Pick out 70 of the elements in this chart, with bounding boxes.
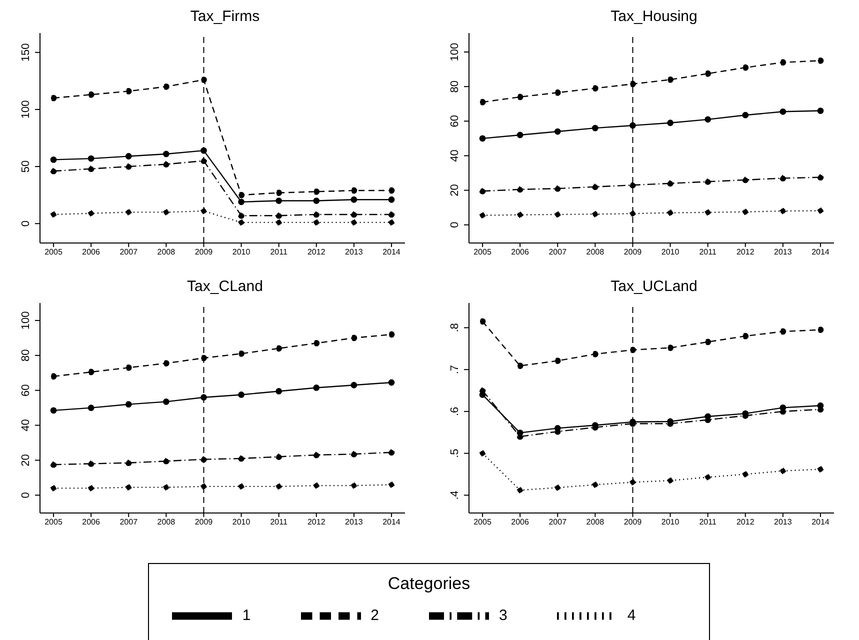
y-tick-label: 0 xyxy=(20,492,32,498)
y-tick-label: 50 xyxy=(20,160,32,173)
legend-label: 2 xyxy=(370,606,379,624)
x-tick-label: 2012 xyxy=(736,518,755,527)
x-tick-label: 2007 xyxy=(548,248,568,257)
y-tick-label: 80 xyxy=(449,80,461,93)
x-tick-label: 2011 xyxy=(699,248,717,257)
x-tick-label: 2014 xyxy=(812,248,830,257)
x-tick-label: 2005 xyxy=(474,518,492,527)
y-tick-label: 150 xyxy=(20,43,32,62)
x-tick-label: 2007 xyxy=(120,518,138,527)
x-tick-label: 2006 xyxy=(511,248,530,257)
x-tick-label: 2014 xyxy=(812,518,830,527)
legend-title: Categories xyxy=(386,574,472,594)
chart-title: Tax_Housing xyxy=(610,8,698,25)
y-tick-label: 40 xyxy=(20,419,32,432)
x-tick-label: 2010 xyxy=(232,248,251,257)
x-tick-label: 2010 xyxy=(232,518,251,527)
legend-label: 4 xyxy=(627,606,636,624)
y-tick-label: 0 xyxy=(449,222,461,228)
x-tick-label: 2006 xyxy=(511,518,530,527)
x-tick-label: 2007 xyxy=(120,248,138,257)
x-tick-label: 2006 xyxy=(82,518,101,527)
x-tick-label: 2013 xyxy=(774,248,792,257)
y-tick-label: 20 xyxy=(20,454,32,466)
x-tick-label: 2010 xyxy=(661,248,680,257)
y-tick-label: 100 xyxy=(20,100,32,119)
x-tick-label: 2006 xyxy=(82,248,101,257)
y-tick-label: 100 xyxy=(449,42,461,62)
x-tick-label: 2013 xyxy=(345,248,364,257)
y-tick-label: 40 xyxy=(449,150,461,162)
y-tick-label: .8 xyxy=(449,323,461,332)
x-tick-label: 2008 xyxy=(586,248,605,257)
x-tick-label: 2011 xyxy=(270,518,288,527)
y-tick-label: .7 xyxy=(449,364,461,374)
chart-title: Tax_Firms xyxy=(189,8,261,25)
x-tick-label: 2014 xyxy=(382,518,401,527)
x-tick-label: 2009 xyxy=(624,518,642,527)
x-tick-label: 2009 xyxy=(624,248,642,257)
x-tick-label: 2005 xyxy=(44,518,63,527)
y-tick-label: .4 xyxy=(449,490,461,500)
x-tick-label: 2014 xyxy=(382,248,401,257)
y-tick-label: 80 xyxy=(20,349,32,362)
y-tick-label: 60 xyxy=(449,115,461,128)
x-tick-label: 2011 xyxy=(699,518,717,527)
x-tick-label: 2012 xyxy=(736,248,755,257)
x-tick-label: 2012 xyxy=(307,518,326,527)
y-tick-label: .6 xyxy=(449,406,461,416)
legend-label: 3 xyxy=(499,606,508,624)
y-tick-label: 20 xyxy=(449,184,461,196)
x-tick-label: 2010 xyxy=(661,518,680,527)
x-tick-label: 2008 xyxy=(157,518,176,527)
x-tick-label: 2007 xyxy=(548,518,568,527)
x-tick-label: 2011 xyxy=(270,248,288,257)
legend-label: 1 xyxy=(242,606,251,624)
x-tick-label: 2008 xyxy=(157,248,176,257)
x-tick-label: 2013 xyxy=(345,518,364,527)
x-tick-label: 2005 xyxy=(474,248,492,257)
y-tick-label: .5 xyxy=(449,448,461,458)
x-tick-label: 2008 xyxy=(586,518,605,527)
y-tick-label: 100 xyxy=(20,311,32,330)
x-tick-label: 2009 xyxy=(194,518,214,527)
y-tick-label: 60 xyxy=(20,384,32,396)
x-tick-label: 2005 xyxy=(44,248,63,257)
chart-title: Tax_CLand xyxy=(186,278,264,295)
x-tick-label: 2013 xyxy=(774,518,792,527)
chart-title: Tax_UCLand xyxy=(610,278,698,295)
x-tick-label: 2012 xyxy=(307,248,326,257)
y-tick-label: 0 xyxy=(20,220,32,227)
x-tick-label: 2009 xyxy=(194,248,214,257)
